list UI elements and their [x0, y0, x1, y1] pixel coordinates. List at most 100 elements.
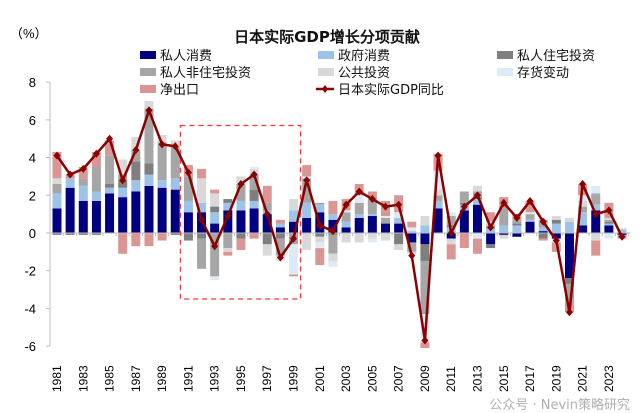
gdp-point-2021	[579, 179, 587, 188]
legend-swatch-7	[140, 85, 156, 93]
bar-1992-series-5	[197, 178, 207, 203]
bar-1981-series-3	[52, 233, 62, 235]
gdp-point-2002	[329, 227, 337, 236]
gdp-point-1989	[158, 140, 166, 149]
bar-2002-series-7	[328, 200, 338, 215]
bar-2003-series-6	[341, 210, 351, 213]
bar-1998-series-4	[275, 238, 285, 256]
x-tick-label: 1991	[181, 365, 195, 392]
bar-1982-series-2	[65, 178, 75, 188]
bar-1999-series-2	[289, 210, 299, 222]
bar-1991-series-3	[183, 233, 193, 241]
bar-2015-series-2	[499, 225, 509, 233]
bar-2000-series-4	[302, 178, 312, 203]
bar-2009-series-7	[420, 342, 430, 349]
y-tick-label: 8	[29, 75, 36, 90]
bar-2021-series-5	[578, 200, 588, 207]
bar-2013-series-1	[472, 204, 482, 233]
bar-2020-series-2	[564, 221, 574, 233]
bar-1982-series-3	[65, 233, 75, 235]
x-tick-label: 2023	[602, 365, 616, 392]
bar-1991-series-4	[183, 176, 193, 201]
bar-1993-series-7	[210, 189, 220, 194]
bar-2014-series-7	[486, 212, 496, 222]
bar-2016-series-2	[512, 225, 522, 233]
bar-1984-series-2	[91, 191, 101, 201]
legend-label-1: 私人消费	[160, 49, 212, 64]
gdp-point-1986	[119, 176, 127, 185]
bar-2005-series-7	[367, 191, 377, 198]
gdp-point-2017	[526, 196, 534, 205]
gdp-line	[53, 106, 626, 345]
bar-1984-series-3	[91, 233, 101, 235]
bar-2022-series-6	[591, 185, 601, 194]
bar-1996-series-6	[249, 166, 259, 169]
bar-1985-series-4	[105, 155, 115, 184]
legend-label-7: 净出口	[160, 83, 199, 98]
bar-2004-series-1	[354, 217, 364, 233]
bar-1993-series-6	[210, 276, 220, 281]
bar-2006-series-1	[381, 223, 390, 233]
gdp-point-2023	[605, 206, 613, 215]
bar-1986-series-2	[118, 187, 128, 198]
gdp-point-1981	[53, 151, 61, 160]
gdp-point-2003	[342, 200, 350, 209]
x-tick-label: 2021	[576, 365, 590, 392]
bar-1992-series-2	[197, 202, 207, 213]
bar-2004-series-5	[354, 233, 364, 243]
bar-2009-series-3	[420, 244, 430, 262]
bar-2000-series-1	[302, 217, 312, 233]
bar-1981-series-2	[52, 193, 62, 209]
bar-2022-series-7	[591, 240, 601, 256]
bar-1998-series-1	[275, 227, 285, 233]
highlight-dashed-rect	[179, 124, 302, 300]
bar-2022-series-2	[591, 204, 601, 211]
y-tick-label: -6	[24, 339, 36, 354]
y-tick-label: 2	[29, 188, 36, 203]
x-tick-label: 2011	[444, 366, 458, 392]
bar-2017-series-2	[525, 219, 535, 222]
y-axis-unit: （%）	[10, 26, 48, 41]
bar-1982-series-1	[65, 187, 75, 233]
bar-2023-series-5	[604, 217, 614, 220]
gdp-point-2013	[473, 191, 481, 200]
legend-swatch-5	[318, 68, 334, 76]
bar-2009-series-4	[420, 261, 430, 315]
bar-1987-series-3	[131, 161, 141, 181]
bar-1995-series-1	[236, 210, 246, 233]
bar-2014-series-1	[486, 233, 496, 245]
bar-1992-series-3	[197, 233, 207, 239]
x-tick-label: 1987	[129, 365, 143, 392]
bar-2001-series-5	[315, 236, 325, 243]
bar-1993-series-5	[210, 193, 220, 207]
y-axis: 8 6 4 2 0 -2 -4 -6	[24, 75, 51, 354]
bar-1981-series-7	[52, 151, 62, 179]
bar-2023-series-1	[604, 225, 614, 233]
bar-1994-series-4	[223, 233, 233, 249]
x-tick-label: 2005	[365, 365, 379, 392]
legend-swatch-4	[140, 68, 156, 76]
bar-1990-series-2	[170, 178, 180, 190]
x-tick-label: 2007	[392, 365, 406, 392]
gdp-point-1982	[66, 170, 74, 179]
bar-1986-series-1	[118, 197, 128, 233]
gdp-point-2019	[552, 236, 560, 245]
bar-2010-series-5	[433, 189, 443, 196]
bar-2001-series-7	[315, 248, 325, 266]
bar-2001-series-6	[315, 242, 325, 249]
bar-2002-series-1	[328, 219, 338, 233]
bar-1997-series-1	[262, 214, 272, 233]
x-tick-label: 2013	[470, 365, 484, 392]
bar-1989-series-2	[157, 180, 167, 188]
bar-1988-series-1	[144, 185, 154, 233]
bar-1993-series-2	[210, 212, 220, 224]
bar-2003-series-5	[341, 233, 351, 243]
bar-2019-series-1	[551, 233, 561, 239]
bar-1995-series-7	[236, 238, 246, 250]
bar-1999-series-5	[289, 199, 299, 211]
bar-1998-series-2	[275, 223, 285, 228]
bar-1999-series-7	[289, 274, 299, 277]
bar-2021-series-1	[578, 225, 588, 233]
bar-2020-series-5	[564, 217, 574, 222]
bar-2018-series-2	[538, 227, 548, 232]
